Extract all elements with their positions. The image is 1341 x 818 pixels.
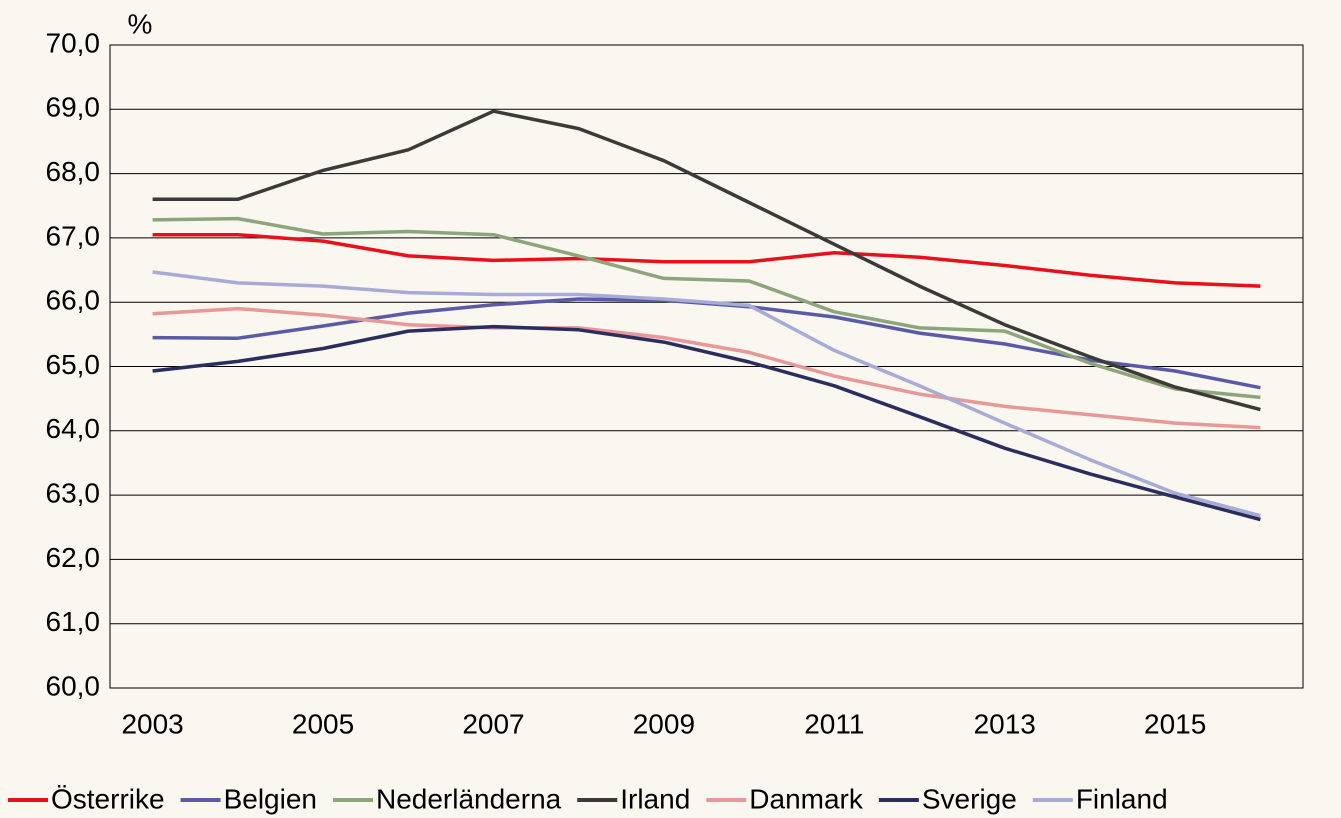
y-tick-label: 66,0: [46, 285, 101, 316]
series-line: [152, 306, 1261, 430]
y-tick-label: 63,0: [46, 477, 101, 508]
legend-label: Belgien: [224, 783, 317, 814]
y-tick-label: 64,0: [46, 413, 101, 444]
legend-label: Danmark: [749, 783, 864, 814]
legend-label: Sverige: [922, 783, 1017, 814]
x-tick-label: 2003: [121, 708, 183, 739]
y-tick-label: 68,0: [46, 156, 101, 187]
x-tick-label: 2013: [974, 708, 1036, 739]
y-axis-label: %: [128, 8, 153, 39]
y-tick-label: 65,0: [46, 349, 101, 380]
plot-frame: [109, 44, 1304, 689]
legend-label: Österrike: [51, 783, 165, 814]
series-line: [152, 216, 1261, 400]
legend-label: Nederländerna: [376, 783, 562, 814]
series-line: [152, 232, 1261, 288]
series-line: [152, 324, 1261, 522]
y-tick-label: 60,0: [46, 670, 101, 701]
x-tick-label: 2007: [462, 708, 524, 739]
x-tick-label: 2009: [633, 708, 695, 739]
y-tick-label: 70,0: [46, 27, 101, 58]
y-tick-label: 62,0: [46, 542, 101, 573]
series-line: [152, 270, 1261, 518]
legend-label: Finland: [1076, 783, 1168, 814]
x-tick-label: 2005: [292, 708, 354, 739]
x-tick-label: 2015: [1144, 708, 1206, 739]
y-tick-label: 61,0: [46, 606, 101, 637]
x-tick-label: 2011: [804, 708, 864, 739]
legend-label: Irland: [620, 783, 690, 814]
series-line: [152, 109, 1261, 412]
y-tick-label: 67,0: [46, 220, 101, 251]
y-tick-label: 69,0: [46, 92, 101, 123]
